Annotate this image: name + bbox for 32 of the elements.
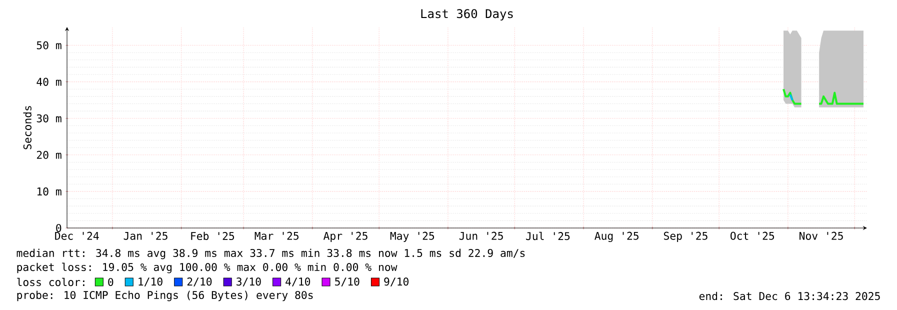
text: packet loss: 19.05 % avg 100.00 % max 0.00 % min 0.00 % now [17,262,398,274]
legend-label: 9/10 [384,278,408,286]
x-tick-label: Mar '25 [254,232,298,240]
y-tick-label: 30 m [36,114,62,122]
legend-label: 1/10 [138,278,162,286]
text: probe: 10 ICMP Echo Pings (56 Bytes) every 80s [17,290,313,302]
chart-title: Last 360 Days [421,9,513,21]
legend-label: 4/10 [286,278,310,286]
legend-label: 2/10 [187,278,212,286]
legend-label: 3/10 [236,278,261,286]
x-tick-label: May '25 [390,232,434,242]
y-axis-title: Seconds [23,106,32,150]
y-tick-label: 10 m [37,187,62,196]
y-tick-label: 50 m [36,41,62,50]
text: median rtt: 34.8 ms avg 38.9 ms max 33.7 ms min 33.8 ms now 1.5 ms sd 22.9 am/s [16,248,525,260]
x-tick-label: Nov '25 [800,232,843,240]
legend-label: 0 [108,278,114,286]
x-tick-label: Jun '25 [459,232,503,240]
x-tick-label: Apr '25 [323,232,368,242]
y-tick-label: 20 m [36,150,62,159]
x-tick-label: Oct '25 [730,232,774,240]
y-tick-label: 0 [56,224,62,232]
x-tick-label: Dec '24 [55,232,99,240]
x-tick-label: Sep '25 [664,232,708,242]
x-tick-label: Jul '25 [526,232,570,240]
x-tick-label: Feb '25 [191,232,234,240]
text: end: Sat Dec 6 13:34:23 2025 [699,292,880,300]
y-tick-label: 40 m [36,78,62,86]
legend-title: loss color: [17,278,84,286]
x-tick-label: Jan '25 [124,232,168,240]
legend-label: 5/10 [335,278,360,286]
x-tick-label: Aug '25 [594,232,638,242]
